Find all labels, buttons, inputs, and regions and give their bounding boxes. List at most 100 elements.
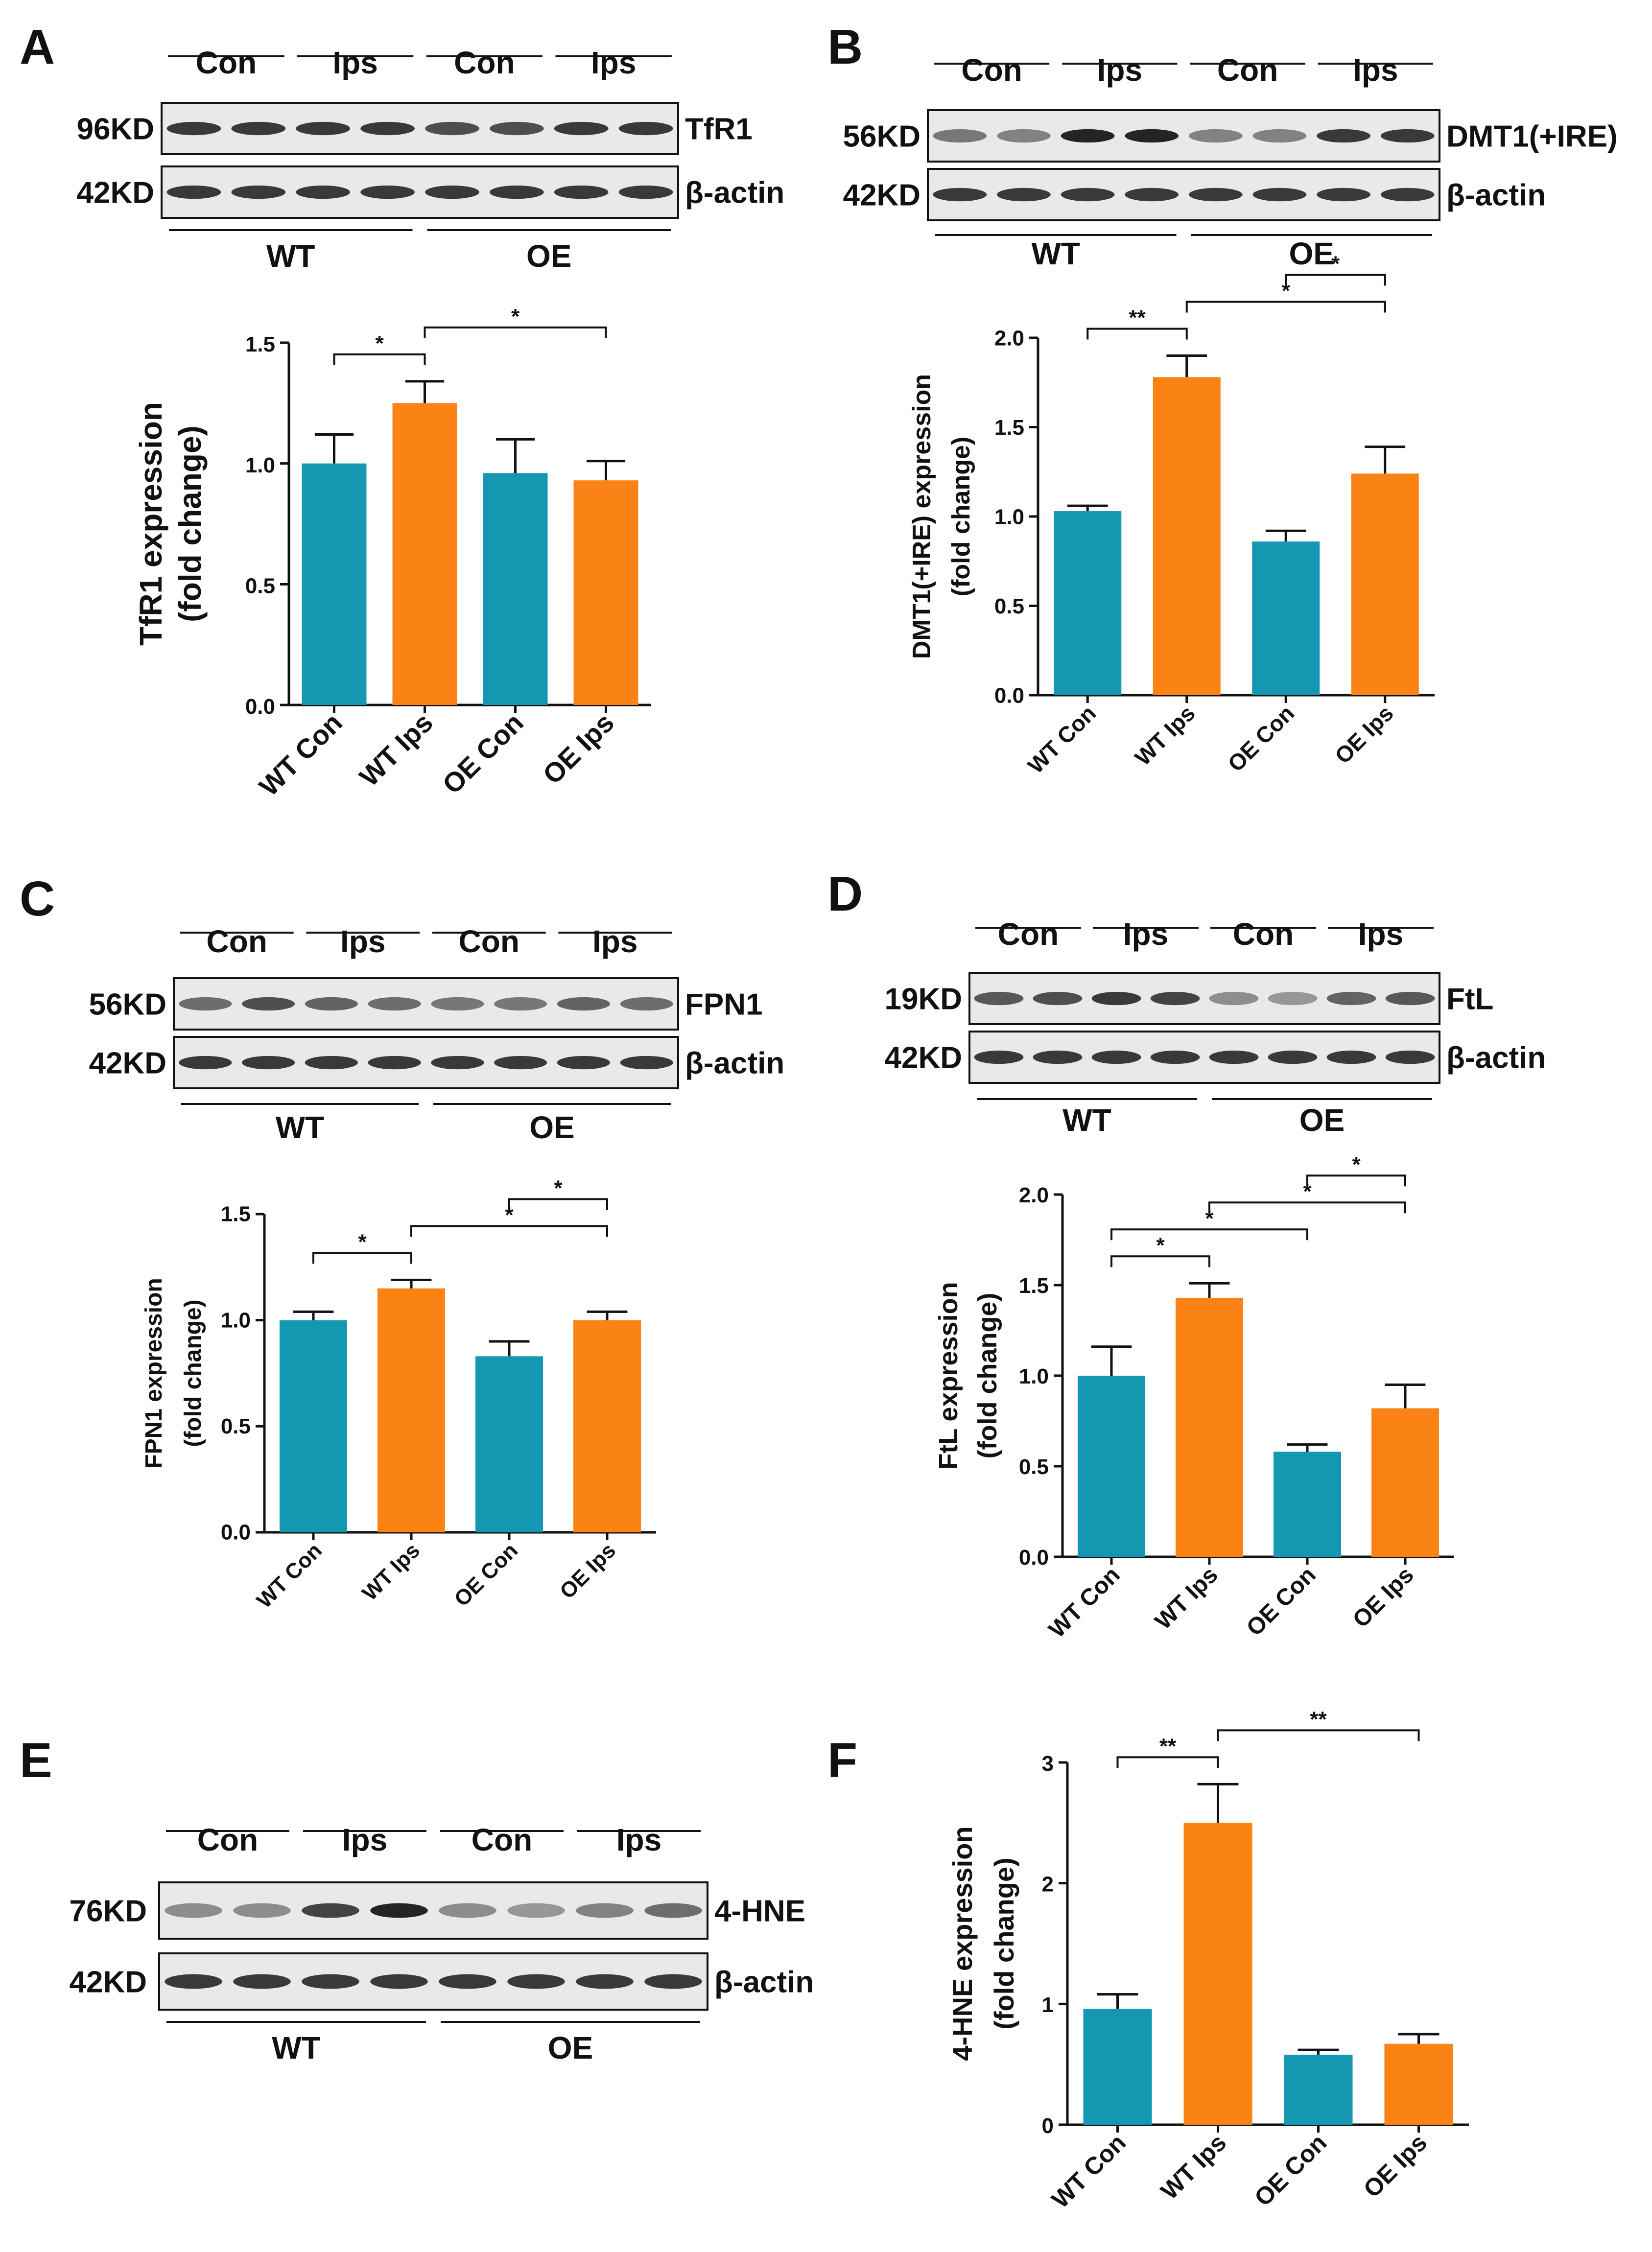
blot-band bbox=[1125, 129, 1179, 143]
blot-band bbox=[494, 1056, 547, 1070]
bracket-line bbox=[1217, 1729, 1420, 1741]
bracket-line bbox=[1208, 1201, 1406, 1214]
blot-band bbox=[1061, 129, 1115, 143]
bar bbox=[302, 463, 367, 705]
x-category-label: OE Con bbox=[1249, 2129, 1332, 2211]
lane-label: Ips bbox=[1358, 916, 1403, 952]
molecular-weight-label: 96KD bbox=[76, 113, 154, 146]
y-axis-label: (fold change) bbox=[989, 1857, 1019, 2030]
lane-label: Ips bbox=[340, 924, 385, 959]
significance-label: * bbox=[1331, 252, 1340, 276]
blot-band bbox=[242, 1056, 295, 1070]
significance-bracket: * bbox=[333, 331, 426, 365]
y-tick-label: 3 bbox=[1042, 1752, 1054, 1776]
molecular-weight-label: 42KD bbox=[89, 1047, 166, 1080]
blot-band bbox=[370, 1903, 428, 1918]
y-axis-label: (fold change) bbox=[172, 425, 208, 622]
x-category-label: WT Ips bbox=[1150, 1562, 1223, 1635]
western-blot: Con Ips Con Ips 19KD FtL 42KD β-actin WT OE bbox=[884, 916, 1546, 1138]
group-label: WT bbox=[266, 238, 315, 274]
panel-letter: E bbox=[20, 1733, 52, 1788]
y-axis-label: (fold change) bbox=[973, 1293, 1002, 1459]
molecular-weight-label: 42KD bbox=[69, 1966, 147, 1999]
blot-band bbox=[1061, 188, 1115, 202]
bar-chart: 0.0 0.5 1.0 1.5 2.0 DMT1(+IRE) expression (fol… bbox=[908, 252, 1435, 778]
significance-label: ** bbox=[1159, 1734, 1177, 1758]
blot-band bbox=[620, 1056, 673, 1070]
blot-band bbox=[425, 121, 479, 136]
blot-band bbox=[368, 1056, 421, 1070]
molecular-weight-label: 56KD bbox=[89, 988, 166, 1022]
blot-band bbox=[233, 1974, 291, 1989]
blot-band bbox=[302, 1903, 359, 1918]
x-category-label: WT Con bbox=[253, 707, 348, 802]
x-category-label: WT Con bbox=[252, 1538, 327, 1613]
bar bbox=[1384, 2043, 1453, 2125]
y-axis-label: TfR1 expression bbox=[133, 402, 168, 646]
blot-band bbox=[1326, 1050, 1376, 1064]
y-tick-label: 0.5 bbox=[245, 574, 275, 598]
y-tick-label: 2.0 bbox=[1019, 1183, 1049, 1207]
blot-band bbox=[494, 997, 547, 1011]
protein-label: 4-HNE bbox=[714, 1895, 805, 1928]
significance-label: * bbox=[1303, 1179, 1312, 1203]
y-tick-label: 0 bbox=[1042, 2114, 1054, 2138]
y-axis-label: (fold change) bbox=[180, 1299, 206, 1447]
blot-band bbox=[933, 129, 987, 143]
lane-label: Ips bbox=[592, 924, 637, 959]
bar bbox=[392, 403, 457, 705]
lane-label: Con bbox=[207, 924, 267, 959]
group-label: WT bbox=[1062, 1103, 1111, 1138]
group-label: OE bbox=[529, 1110, 574, 1145]
bracket-line bbox=[410, 1225, 608, 1237]
y-axis-label: 4-HNE expression bbox=[947, 1826, 978, 2061]
bar bbox=[573, 1320, 641, 1532]
y-tick-label: 1.5 bbox=[1019, 1274, 1049, 1298]
blot-band bbox=[1252, 129, 1307, 143]
significance-bracket: * bbox=[1306, 1152, 1406, 1187]
protein-label: TfR1 bbox=[685, 113, 753, 146]
blot-band bbox=[166, 121, 221, 136]
blot-band bbox=[576, 1903, 634, 1918]
lane-label: Ips bbox=[1097, 52, 1142, 88]
blot-row: 42KD β-actin bbox=[76, 165, 784, 219]
x-category-label: OE Con bbox=[436, 707, 529, 800]
x-category-label: OE Ips bbox=[1348, 1562, 1419, 1633]
blot-band bbox=[231, 185, 286, 199]
bar bbox=[1183, 1823, 1252, 2125]
panel-letter: C bbox=[20, 871, 55, 926]
blot-band bbox=[997, 188, 1051, 202]
lane-label: Con bbox=[454, 45, 515, 80]
blot-band bbox=[1033, 1050, 1083, 1064]
bar bbox=[1252, 541, 1320, 695]
blot-row: 42KD β-actin bbox=[884, 1031, 1546, 1084]
x-category-label: OE Con bbox=[1242, 1562, 1321, 1641]
lane-label: Ips bbox=[332, 45, 378, 80]
significance-label: * bbox=[1282, 279, 1291, 303]
blot-band bbox=[360, 185, 415, 199]
y-tick-label: 1.5 bbox=[994, 416, 1024, 440]
x-category-label: OE Con bbox=[449, 1538, 522, 1611]
bar bbox=[1153, 377, 1221, 695]
blot-band bbox=[1317, 188, 1370, 202]
y-tick-label: 1.5 bbox=[245, 332, 275, 356]
blot-band bbox=[1209, 1050, 1259, 1064]
lane-label: Ips bbox=[591, 45, 636, 80]
blot-band bbox=[554, 185, 609, 199]
blot-band bbox=[507, 1974, 565, 1989]
blot-band bbox=[1033, 991, 1083, 1006]
panel-letter: D bbox=[827, 867, 863, 921]
blot-band bbox=[1380, 129, 1435, 143]
significance-bracket: * bbox=[508, 1176, 608, 1210]
lane-label: Con bbox=[196, 45, 257, 80]
group-label: OE bbox=[1289, 236, 1334, 271]
lane-label: Con bbox=[472, 1822, 532, 1857]
blot-band bbox=[507, 1903, 565, 1918]
blot-band bbox=[166, 185, 221, 199]
bar-chart: 0.0 0.5 1.0 1.5 TfR1 expression (fold change)… bbox=[133, 305, 651, 802]
y-tick-label: 1 bbox=[1042, 1993, 1054, 2017]
blot-band bbox=[242, 997, 295, 1011]
lane-label: Con bbox=[1217, 52, 1278, 88]
group-label: OE bbox=[1299, 1103, 1345, 1138]
